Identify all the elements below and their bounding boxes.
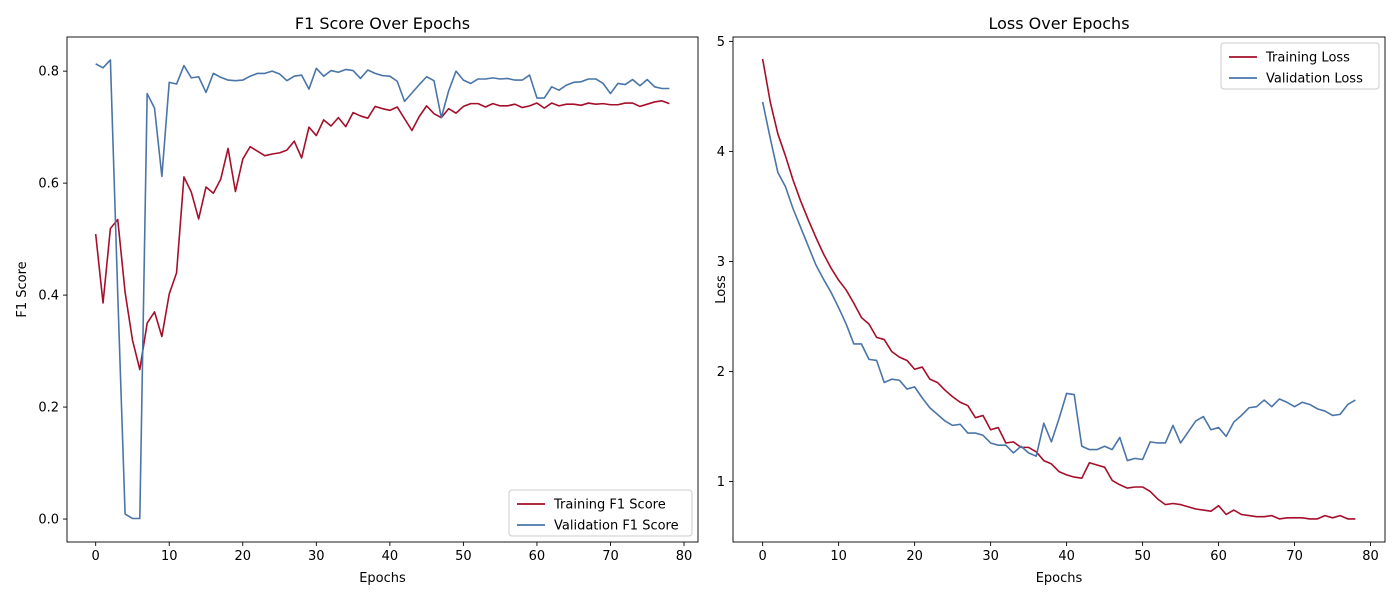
loss-x-axis-label: Epochs	[1036, 571, 1083, 586]
loss-x-tick-label: 0	[758, 549, 766, 564]
f1-y-tick-label: 0.6	[38, 177, 59, 192]
f1-x-tick-label: 20	[234, 549, 251, 564]
loss-x-tick-label: 50	[1134, 549, 1151, 564]
loss-x-tick-label: 40	[1058, 549, 1075, 564]
loss-y-tick-label: 5	[717, 35, 725, 50]
f1-series-line-0	[94, 100, 670, 371]
f1-x-tick-label: 10	[161, 549, 178, 564]
f1-y-axis-label: F1 Score	[15, 261, 30, 317]
loss-y-tick-label: 1	[717, 475, 725, 490]
f1-score-chart: F1 Score Over Epochs 0 10 20 30 40 50 60 70 80 0.0…	[15, 14, 699, 586]
f1-x-tick-label: 60	[529, 549, 546, 564]
f1-y-tick-label: 0.4	[38, 289, 59, 304]
loss-series-line-0	[761, 58, 1356, 520]
loss-y-tick-label: 3	[717, 255, 725, 270]
f1-x-tick-label: 40	[382, 549, 399, 564]
loss-chart-title: Loss Over Epochs	[988, 14, 1129, 33]
f1-x-axis-label: Epochs	[359, 571, 406, 586]
f1-legend-label-0: Training F1 Score	[553, 498, 666, 513]
f1-y-tick-label: 0.2	[38, 401, 59, 416]
loss-y-tick-label: 2	[717, 365, 725, 380]
loss-x-tick-label: 20	[906, 549, 923, 564]
loss-x-tick-label: 80	[1362, 549, 1379, 564]
loss-x-tick-label: 70	[1286, 549, 1303, 564]
loss-x-tick-label: 10	[830, 549, 847, 564]
f1-y-tick-label: 0.8	[38, 65, 59, 80]
loss-chart: Loss Over Epochs 0 10 20 30 40 50 60 70 80 1 2 3 4 5 Ep…	[714, 14, 1386, 586]
loss-plot-frame	[732, 36, 1386, 543]
loss-legend-label-1: Validation Loss	[1266, 72, 1363, 87]
loss-legend-label-0: Training Loss	[1265, 51, 1350, 66]
loss-legend-box	[1220, 42, 1380, 90]
f1-series-line-1	[95, 59, 670, 520]
f1-legend-label-1: Validation F1 Score	[554, 519, 679, 534]
f1-x-tick-label: 30	[308, 549, 325, 564]
f1-x-tick-label: 70	[602, 549, 619, 564]
loss-series-line-1	[761, 101, 1356, 462]
f1-x-tick-label: 80	[676, 549, 693, 564]
f1-plot-frame	[66, 36, 699, 543]
f1-x-tick-label: 0	[92, 549, 100, 564]
loss-x-tick-label: 30	[982, 549, 999, 564]
f1-legend: Training F1 Score Validation F1 Score	[508, 489, 693, 537]
f1-legend-box	[508, 489, 693, 537]
f1-chart-title: F1 Score Over Epochs	[295, 14, 470, 33]
f1-x-tick-label: 50	[455, 549, 472, 564]
loss-x-tick-label: 60	[1210, 549, 1227, 564]
loss-y-tick-label: 4	[717, 145, 725, 160]
f1-y-tick-label: 0.0	[38, 513, 59, 528]
loss-legend: Training Loss Validation Loss	[1220, 42, 1380, 90]
loss-y-axis-label: Loss	[714, 275, 729, 304]
